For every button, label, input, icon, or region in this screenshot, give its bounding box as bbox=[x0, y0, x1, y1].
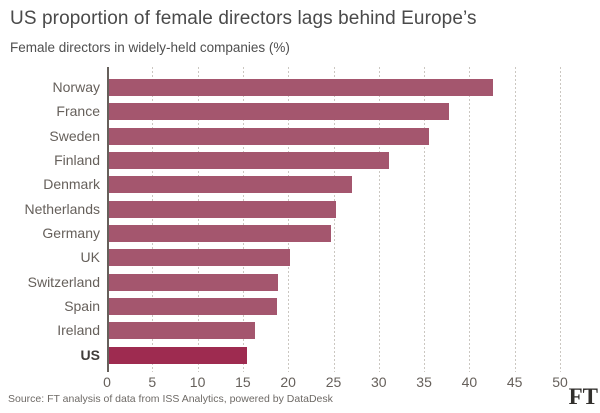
gridline-50 bbox=[560, 67, 561, 372]
chart-subtitle: Female directors in widely-held companie… bbox=[10, 40, 290, 55]
gridline-5 bbox=[152, 67, 154, 372]
gridline-40 bbox=[469, 67, 471, 372]
category-label-sweden: Sweden bbox=[49, 127, 100, 144]
bar-finland bbox=[108, 151, 389, 169]
category-label-france: France bbox=[56, 103, 100, 120]
x-tick-label-45: 45 bbox=[506, 374, 523, 390]
category-label-denmark: Denmark bbox=[43, 176, 100, 193]
y-axis-line bbox=[107, 67, 109, 372]
category-label-spain: Spain bbox=[64, 297, 100, 314]
bar-uk bbox=[108, 249, 290, 267]
bar-germany bbox=[108, 224, 331, 242]
x-tick-label-30: 30 bbox=[371, 374, 387, 390]
chart-title: US proportion of female directors lags b… bbox=[10, 8, 477, 29]
x-tick-label-50: 50 bbox=[552, 374, 568, 390]
category-label-uk: UK bbox=[80, 249, 100, 266]
x-tick-label-15: 15 bbox=[235, 374, 251, 390]
bar-denmark bbox=[108, 176, 352, 194]
x-tick-label-0: 0 bbox=[103, 374, 111, 390]
x-tick-label-25: 25 bbox=[325, 374, 342, 390]
gridline-10 bbox=[197, 67, 199, 372]
x-tick-label-5: 5 bbox=[148, 374, 157, 390]
category-label-switzerland: Switzerland bbox=[27, 273, 100, 290]
gridline-45 bbox=[514, 67, 516, 372]
bar-spain bbox=[108, 297, 277, 315]
bar-switzerland bbox=[108, 273, 278, 291]
bar-france bbox=[108, 103, 449, 121]
gridline-30 bbox=[378, 67, 380, 372]
category-label-ireland: Ireland bbox=[57, 322, 100, 339]
x-tick-label-20: 20 bbox=[280, 374, 296, 390]
x-tick-label-10: 10 bbox=[189, 374, 206, 390]
gridline-25 bbox=[333, 67, 335, 372]
bar-ireland bbox=[108, 322, 255, 340]
ft-logo: FT bbox=[568, 384, 598, 409]
category-label-finland: Finland bbox=[54, 151, 100, 168]
source-note: Source: FT analysis of data from ISS Ana… bbox=[8, 393, 333, 405]
x-tick-label-35: 35 bbox=[416, 374, 432, 390]
category-label-norway: Norway bbox=[52, 79, 100, 95]
x-tick-label-40: 40 bbox=[461, 374, 478, 390]
gridline-15 bbox=[242, 67, 244, 372]
category-label-netherlands: Netherlands bbox=[24, 200, 101, 217]
bar-norway bbox=[108, 79, 493, 96]
bar-sweden bbox=[108, 127, 429, 145]
gridline-35 bbox=[424, 67, 426, 372]
category-label-germany: Germany bbox=[42, 224, 100, 241]
bar-us bbox=[108, 346, 247, 364]
bar-netherlands bbox=[108, 200, 336, 218]
category-label-us: US bbox=[80, 346, 100, 363]
gridline-20 bbox=[288, 67, 290, 372]
